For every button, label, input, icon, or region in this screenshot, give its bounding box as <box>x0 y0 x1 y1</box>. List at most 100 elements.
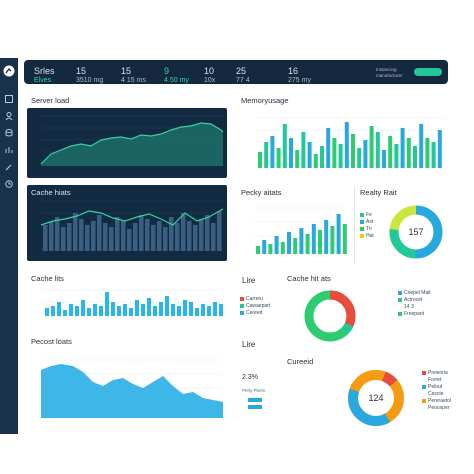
bar <box>324 220 329 254</box>
cache-hiats-title: Cache hiats <box>31 188 71 197</box>
bar <box>45 308 49 316</box>
pecost-loats-card <box>27 350 227 428</box>
bar <box>307 142 312 168</box>
bar <box>151 225 156 251</box>
bar <box>217 211 222 251</box>
chart-icon[interactable] <box>3 144 15 156</box>
bar <box>205 215 210 251</box>
bar <box>280 242 285 254</box>
bar <box>295 150 300 168</box>
bar <box>97 215 102 251</box>
stat-2: 15 4 15 ms <box>121 66 146 84</box>
list-item: Cawaepart <box>240 303 270 310</box>
peak-stats-card <box>240 200 350 262</box>
bar <box>139 215 144 251</box>
pecost-loats-chart <box>41 359 223 418</box>
bar <box>276 148 281 168</box>
bar <box>109 227 114 251</box>
bar <box>311 224 316 254</box>
bar <box>256 246 260 254</box>
bar <box>207 306 211 316</box>
bar <box>43 225 48 251</box>
bar <box>73 213 78 251</box>
bar <box>147 298 151 316</box>
bar <box>344 122 349 168</box>
bar <box>129 308 133 316</box>
legend-item: Fe <box>360 212 374 219</box>
cache-hit-legend: Coepel Mait Actrocet 14 3 Freepant <box>398 290 431 318</box>
bar <box>342 224 347 254</box>
bar <box>187 221 192 251</box>
legend-item: Freepant <box>398 311 431 318</box>
stat-0: Srles Elves <box>34 66 55 84</box>
bar <box>318 230 322 254</box>
cache-lits-card <box>27 284 227 324</box>
bar <box>193 225 198 251</box>
bar <box>165 296 169 316</box>
bar <box>289 138 293 168</box>
cureeid-legend: Preisoria Forret Pelout Cescte Pereraeto… <box>422 370 451 412</box>
bar <box>437 130 442 168</box>
legend-item: Cescte <box>422 391 451 398</box>
pecost-loats-title: Pecost loats <box>31 337 72 346</box>
peak-stats-chart <box>252 207 348 254</box>
user-icon[interactable] <box>3 110 15 122</box>
memory-usage-title: Memoryusage <box>241 96 289 105</box>
bar <box>268 244 273 254</box>
bar <box>219 304 223 316</box>
bar <box>55 217 60 251</box>
bar <box>159 302 163 316</box>
legend-item: Tri <box>360 226 374 233</box>
realty-center-value: 157 <box>408 227 423 237</box>
memory-usage-card <box>240 108 448 178</box>
legend-item: Pelout <box>422 384 451 391</box>
bar <box>49 221 54 251</box>
memory-usage-chart <box>254 117 446 168</box>
cache-hiats-chart <box>40 200 224 251</box>
small-sub: Perly Plerts <box>242 388 266 393</box>
bar <box>91 221 96 251</box>
bar <box>163 227 168 251</box>
gauge-logo-icon[interactable] <box>0 60 18 82</box>
bar <box>63 310 67 316</box>
dashboard-icon[interactable] <box>3 93 15 105</box>
legend-item: 14 3 <box>398 304 431 311</box>
legend-item: Actrocet <box>398 297 431 304</box>
bar <box>69 304 73 316</box>
bar <box>262 240 267 254</box>
server-load-title: Server load <box>31 96 70 105</box>
bar <box>85 225 90 251</box>
lire-card: Lire Carreru Cawaepart Cereed <box>236 274 278 326</box>
legend-item: Ast <box>360 219 374 226</box>
bar <box>115 217 120 251</box>
cureeid-donut: 124 <box>348 370 404 426</box>
bar <box>105 292 109 316</box>
bar <box>199 219 204 251</box>
bar <box>264 142 269 168</box>
pen-icon[interactable] <box>3 161 15 173</box>
bar <box>425 138 430 168</box>
cureeid-center-value: 124 <box>368 393 383 403</box>
clock-icon[interactable] <box>3 178 15 190</box>
legend-item: Hat <box>360 233 374 240</box>
bar <box>195 308 199 316</box>
status-toggle[interactable] <box>414 68 442 76</box>
bar <box>375 132 380 168</box>
bar <box>153 306 157 316</box>
stat-4: 10 10x <box>204 66 216 84</box>
cache-hit-ats-title: Cache hit ats <box>287 274 331 283</box>
legend-item: Coepel Mait <box>398 290 431 297</box>
bar <box>51 306 55 316</box>
bar <box>406 138 411 168</box>
list-item: Carreru <box>240 296 270 303</box>
bar <box>67 223 72 251</box>
cureeid-title: Cureeid <box>287 357 314 366</box>
server-load-card <box>27 108 227 178</box>
bar <box>135 300 139 316</box>
bar <box>211 223 216 251</box>
bar <box>258 152 262 168</box>
database-icon[interactable] <box>3 127 15 139</box>
bar <box>175 223 180 251</box>
